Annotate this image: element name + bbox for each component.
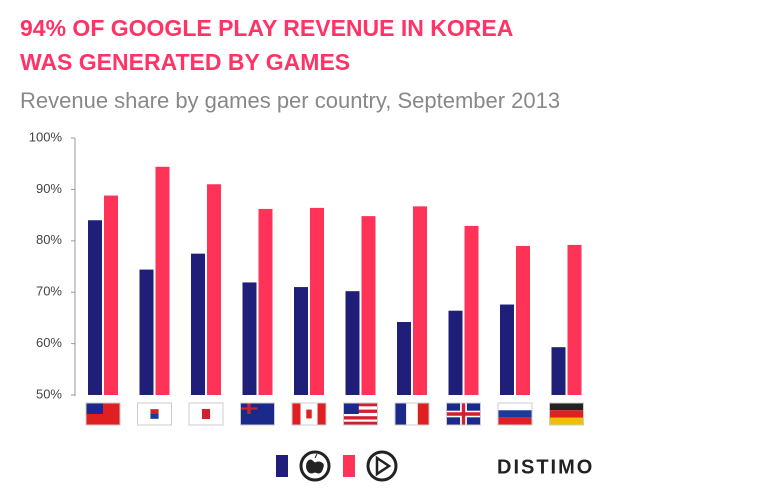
flag [498,403,532,411]
flag-border [394,402,430,426]
flag-border [497,402,533,426]
bar [500,304,514,395]
y-tick-label: 60% [36,335,62,350]
flag [417,403,429,425]
flag-border [240,402,275,426]
chart-subtitle: Revenue share by games per country, Sept… [20,88,560,113]
bar [155,166,170,395]
flag [498,410,532,418]
bar [242,282,257,395]
legend [276,450,398,482]
title-line: 94% OF GOOGLE PLAY REVENUE IN KOREA [20,15,513,41]
legend-swatch [343,455,355,477]
bar [551,347,566,395]
flag [343,421,378,425]
chart-title: 94% OF GOOGLE PLAY REVENUE IN KOREA WAS G… [20,15,513,75]
flag [343,409,378,413]
apple-icon [299,450,331,482]
flag [306,409,312,419]
bar [345,291,360,395]
flag [549,410,584,418]
bar [294,287,308,395]
bar [413,206,427,395]
flag [240,403,275,425]
flag [461,403,466,425]
flag [292,403,301,425]
flag-border [291,402,327,426]
flag [247,403,251,414]
y-tick-label: 90% [36,181,62,196]
bar [104,195,118,395]
flag [549,403,584,411]
flag [498,417,532,425]
flag [317,403,326,425]
bar [397,322,411,395]
bar [191,253,205,395]
flag [343,403,378,407]
y-tick-label: 80% [36,232,62,247]
logo: DISTIMO [497,456,594,478]
bar [258,208,273,395]
bar [361,216,376,395]
bar [139,269,154,395]
flag-border [446,402,481,426]
flag [406,403,418,425]
flag-border [343,402,378,426]
bar [567,244,582,395]
play-icon [366,450,398,482]
flag [86,403,103,414]
flag-border [137,402,172,426]
flag [343,416,378,420]
bar [464,225,479,395]
y-tick-label: 100% [29,129,63,144]
flag [150,409,159,414]
apple-glyph [306,453,324,474]
bar [88,220,102,395]
flag-border [85,402,121,426]
legend-swatch [276,455,288,477]
bar [516,245,530,395]
play-glyph [375,455,392,477]
bar [310,207,324,395]
y-tick-label: 70% [36,284,62,299]
bar [207,184,221,395]
flag-border [188,402,224,426]
title-line: WAS GENERATED BY GAMES [20,49,350,75]
flag [395,403,407,425]
flag [150,414,159,419]
bar [448,310,463,395]
flag [201,408,211,420]
flag-border [549,402,584,426]
y-tick-label: 50% [36,386,62,401]
flag [343,403,359,414]
flag [549,417,584,425]
